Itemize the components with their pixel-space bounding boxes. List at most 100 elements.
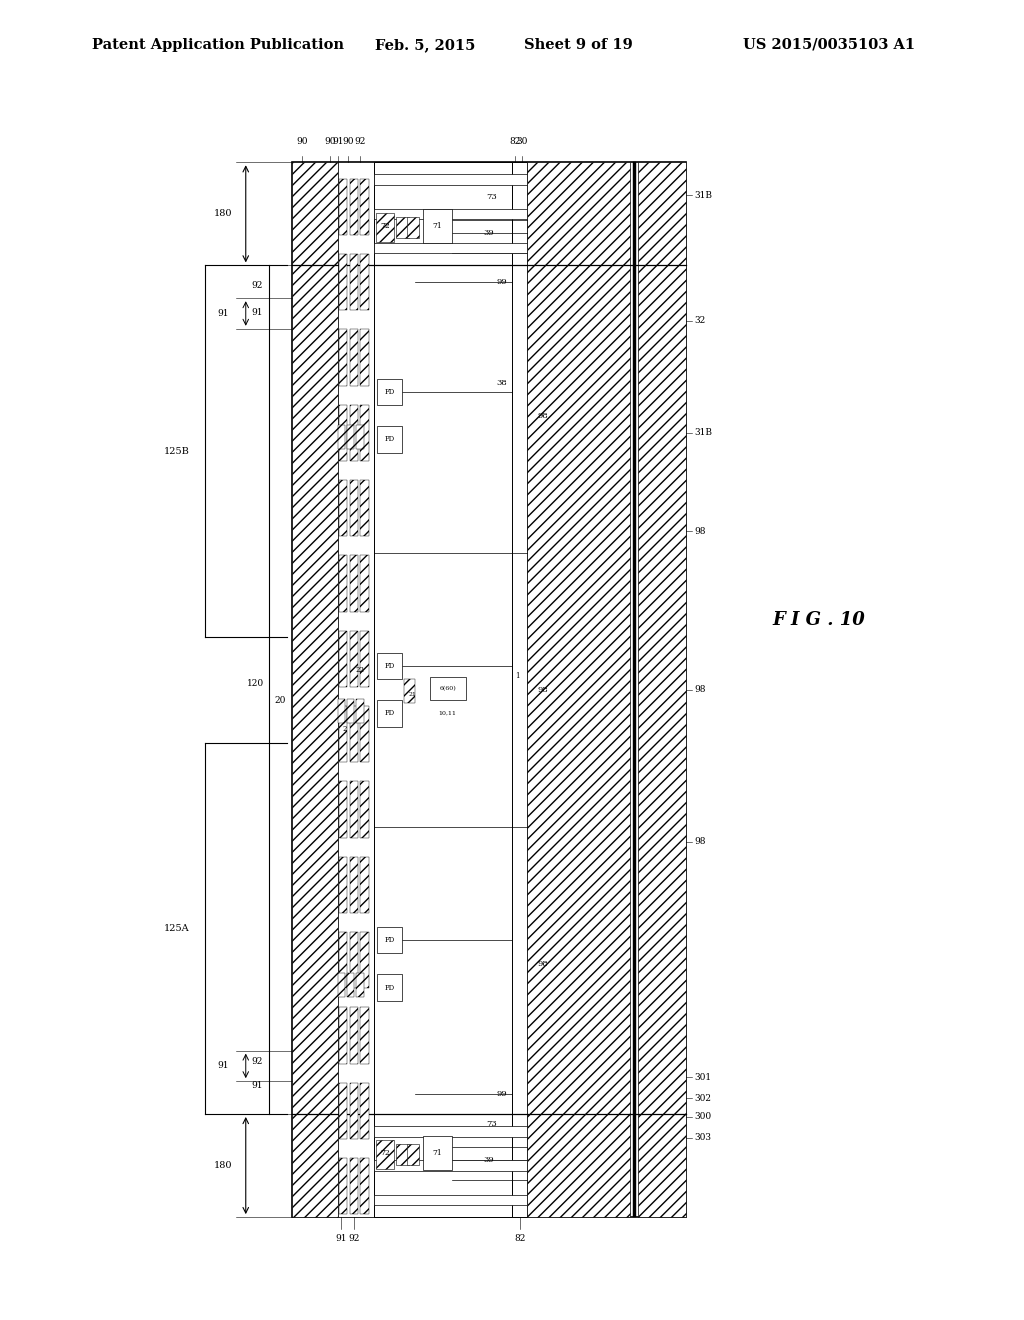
Text: 39: 39 [483, 228, 494, 236]
Text: 6(60): 6(60) [439, 686, 457, 690]
Text: 38: 38 [497, 379, 507, 387]
Text: 82: 82 [509, 137, 521, 145]
Bar [347, 425, 354, 449]
Bar [633, 162, 636, 1217]
Text: FD: FD [384, 936, 395, 944]
Bar [407, 1144, 419, 1166]
Bar [356, 700, 364, 722]
Bar [350, 1007, 358, 1064]
Bar [360, 1082, 369, 1139]
Bar [374, 1126, 527, 1137]
Bar [396, 216, 409, 238]
Text: 30: 30 [516, 137, 528, 145]
Text: 31B: 31B [694, 191, 713, 199]
Text: 72: 72 [380, 1150, 390, 1158]
Bar [360, 932, 369, 989]
Text: 90: 90 [296, 137, 308, 145]
Text: 10,11: 10,11 [438, 711, 457, 715]
Text: 120: 120 [247, 678, 264, 688]
Bar [430, 676, 466, 700]
Bar [638, 162, 686, 1217]
Text: 98: 98 [694, 837, 706, 846]
Text: 21: 21 [409, 693, 417, 697]
Bar [350, 706, 358, 763]
Bar [377, 974, 402, 1001]
Bar [339, 1158, 347, 1214]
Bar [350, 932, 358, 989]
Bar [376, 213, 394, 242]
Bar [377, 653, 402, 678]
Bar [347, 973, 354, 997]
Text: 1: 1 [515, 672, 519, 681]
Bar [292, 162, 338, 1217]
Bar [377, 927, 402, 953]
Bar [339, 1082, 347, 1139]
Text: 92: 92 [251, 281, 262, 289]
Bar [360, 857, 369, 913]
Bar [360, 556, 369, 611]
Text: 73: 73 [486, 193, 497, 201]
Bar [360, 631, 369, 686]
Text: 98: 98 [694, 685, 706, 694]
Bar [350, 404, 358, 461]
Text: PD: PD [385, 709, 394, 718]
Text: 71: 71 [432, 1150, 442, 1158]
Text: 91: 91 [335, 1234, 347, 1242]
Bar [350, 480, 358, 536]
Bar [350, 1082, 358, 1139]
Text: PD: PD [385, 983, 394, 991]
Text: 71: 71 [432, 222, 442, 230]
Bar [338, 700, 345, 722]
Text: 32: 32 [694, 317, 706, 325]
Text: 2: 2 [343, 725, 347, 734]
Text: 99: 99 [497, 1090, 507, 1098]
Bar [339, 932, 347, 989]
Text: 302: 302 [694, 1094, 712, 1102]
Bar [356, 425, 364, 449]
Bar [374, 243, 527, 253]
Bar [374, 162, 512, 1217]
Bar [339, 1007, 347, 1064]
Text: 72: 72 [380, 222, 390, 230]
Text: PD: PD [385, 436, 394, 444]
Bar [374, 1160, 527, 1171]
Text: Patent Application Publication: Patent Application Publication [92, 38, 344, 51]
Bar [338, 162, 374, 1217]
Bar [360, 329, 369, 385]
Text: 31B: 31B [694, 429, 713, 437]
Text: 125B: 125B [164, 446, 189, 455]
Bar [396, 1144, 409, 1166]
Text: 39: 39 [483, 1156, 494, 1164]
Bar [350, 781, 358, 838]
Text: 98: 98 [694, 527, 706, 536]
Text: FD: FD [384, 661, 395, 671]
Text: 82: 82 [514, 1234, 526, 1242]
Bar [360, 1158, 369, 1214]
Bar [360, 480, 369, 536]
Text: 180: 180 [214, 1162, 232, 1170]
Bar [404, 678, 415, 702]
Text: 91: 91 [251, 1081, 262, 1089]
Text: 98: 98 [538, 412, 548, 420]
Bar [339, 706, 347, 763]
Bar [338, 425, 345, 449]
Text: 92: 92 [354, 137, 367, 145]
Text: 90: 90 [324, 137, 336, 145]
Bar [360, 404, 369, 461]
Bar [350, 631, 358, 686]
Bar [339, 857, 347, 913]
Bar [350, 178, 358, 235]
Bar [356, 973, 364, 997]
Bar [339, 404, 347, 461]
Bar [376, 1140, 394, 1170]
Bar [339, 556, 347, 611]
Bar [360, 253, 369, 310]
Text: 91: 91 [217, 309, 229, 318]
Bar [377, 426, 402, 453]
Text: 73: 73 [486, 1121, 497, 1129]
Bar [374, 209, 527, 219]
Bar [339, 781, 347, 838]
Bar [350, 253, 358, 310]
Bar [339, 178, 347, 235]
Text: 180: 180 [214, 210, 232, 218]
